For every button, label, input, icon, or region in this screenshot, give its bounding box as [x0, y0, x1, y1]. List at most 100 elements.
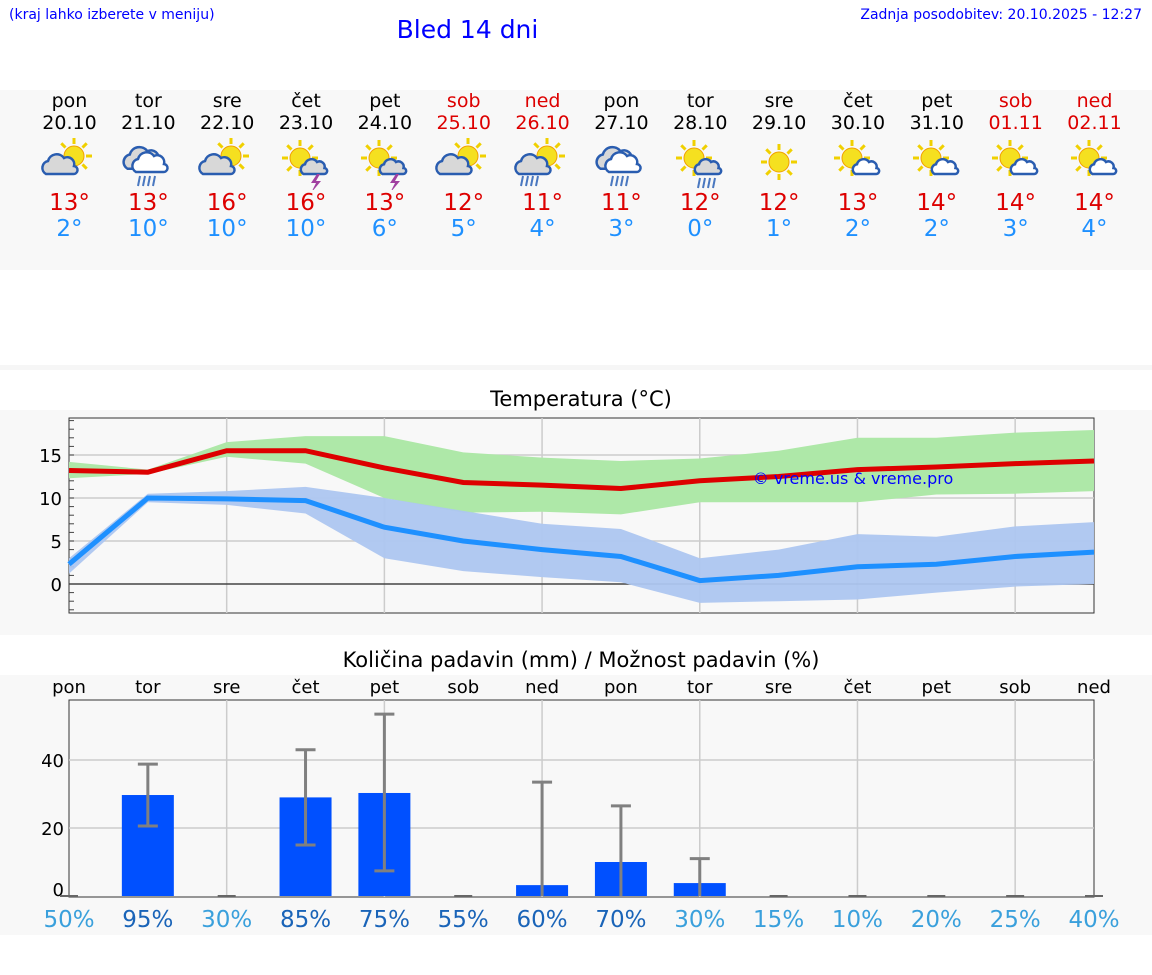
precipitation-chart-title: Količina padavin (mm) / Možnost padavin …: [342, 648, 820, 672]
temp-min: 2°: [56, 216, 83, 242]
sun-icon: [761, 144, 798, 180]
temp-min: 10°: [285, 216, 327, 242]
temp-max: 12°: [758, 190, 800, 216]
watermark: © vreme.us & vreme.pro: [753, 469, 954, 488]
day-forecast: sob 01.11 14° 3°: [976, 90, 1055, 242]
sun-ray: [995, 165, 1003, 172]
rain-drop: [142, 175, 147, 187]
rain-drop: [152, 175, 157, 187]
sun-ray: [995, 144, 1003, 151]
x-day-label: tor: [135, 677, 161, 698]
sun-ray: [1074, 144, 1082, 151]
sun-ray: [838, 165, 845, 172]
day-forecast: tor 21.10 13° 10°: [109, 90, 188, 242]
precip-probability: 30%: [201, 907, 252, 933]
temp-min: 1°: [766, 216, 793, 242]
plot-area: [68, 699, 1095, 898]
day-name: tor: [134, 90, 162, 112]
day-date: 01.11: [988, 112, 1043, 134]
day-name: pon: [603, 90, 640, 112]
day-forecast: pet 31.10 14° 2°: [897, 90, 976, 242]
sun-ray: [80, 142, 88, 149]
cloud-shape: [1009, 157, 1039, 176]
day-name: pon: [51, 90, 88, 112]
sun-cloud-rain-icon: [513, 138, 565, 187]
temp-max: 12°: [443, 190, 485, 216]
last-updated: Zadnja posodobitev: 20.10.2025 - 12:27: [860, 7, 1142, 23]
temp-min: 3°: [608, 216, 635, 242]
y-tick-label: 5: [51, 532, 62, 553]
sun-ray: [680, 144, 687, 151]
lightning-bolt: [389, 174, 400, 190]
sun-ray: [532, 142, 540, 149]
sun-ray: [765, 169, 772, 176]
rain-drop: [147, 175, 152, 187]
temp-max: 13°: [49, 190, 90, 216]
temp-max: 13°: [837, 190, 879, 216]
x-day-label: pon: [52, 677, 86, 698]
x-day-label: sob: [999, 677, 1031, 698]
day-date: 22.10: [199, 112, 255, 134]
precip-probability: 40%: [1068, 907, 1119, 933]
sun-thunder-icon: [360, 140, 408, 190]
day-forecast: tor 28.10 12° 0°: [661, 90, 740, 242]
rain-drop: [610, 175, 615, 187]
day-date: 30.10: [830, 112, 886, 134]
min-temp-band: [69, 486, 1094, 603]
cloud-shape: [40, 153, 79, 176]
sun-cloud-icon: [198, 138, 250, 176]
sun-cloud-icon: [40, 138, 92, 176]
day-date: 24.10: [357, 112, 413, 134]
precip-probability: 30%: [674, 907, 725, 933]
sun-ray: [307, 144, 314, 151]
y-tick-label: 40: [41, 751, 64, 772]
temp-max: 14°: [1074, 190, 1115, 216]
temp-min: 3°: [1002, 216, 1029, 242]
day-name: čet: [291, 90, 321, 112]
precip-probability: 15%: [753, 907, 804, 933]
temp-max: 11°: [522, 190, 563, 216]
day-name: pet: [921, 90, 953, 112]
sun-ray: [838, 144, 845, 151]
day-name: sre: [212, 90, 242, 112]
rain-drop: [712, 177, 717, 189]
sun-ray: [475, 163, 482, 170]
rain-drop: [524, 175, 529, 187]
precip-probability: 85%: [280, 907, 331, 933]
x-day-label: ned: [525, 677, 559, 698]
precip-probability: 10%: [832, 907, 883, 933]
cloud-shape: [930, 157, 960, 176]
sun-ray: [701, 144, 709, 151]
rain-drop: [534, 175, 539, 187]
sun-small-cloud-icon: [912, 140, 960, 176]
day-forecast: pet 24.10 13° 6°: [345, 90, 424, 242]
rain-drop: [702, 177, 707, 189]
day-forecast: sre 29.10 12° 1°: [740, 90, 819, 242]
sun-disc: [768, 151, 790, 173]
sun-ray: [475, 142, 482, 149]
day-date: 29.10: [751, 112, 807, 134]
sun-ray: [765, 148, 772, 155]
cloud-rain-icon: [595, 145, 643, 187]
day-name: ned: [524, 90, 561, 112]
precip-probability: 55%: [438, 907, 489, 933]
min-temp-line: [67, 495, 1095, 584]
temp-min: 10°: [206, 216, 248, 242]
sun-small-rain-icon: [676, 140, 723, 189]
day-forecast: ned 26.10 11° 4°: [503, 90, 582, 242]
sun-ray: [1017, 144, 1024, 151]
precip-probability: 20%: [911, 907, 962, 933]
sun-ray: [386, 144, 393, 151]
y-tick-label: 10: [39, 489, 62, 510]
day-date: 23.10: [278, 112, 334, 134]
sun-ray: [238, 142, 245, 149]
sun-ray: [453, 142, 461, 149]
day-date: 21.10: [121, 112, 176, 134]
sun-ray: [59, 142, 67, 149]
sun-ray: [786, 148, 793, 155]
y-tick-label: 20: [41, 819, 64, 840]
sun-small-cloud-icon: [991, 140, 1039, 176]
precip-probability: 95%: [122, 907, 173, 933]
